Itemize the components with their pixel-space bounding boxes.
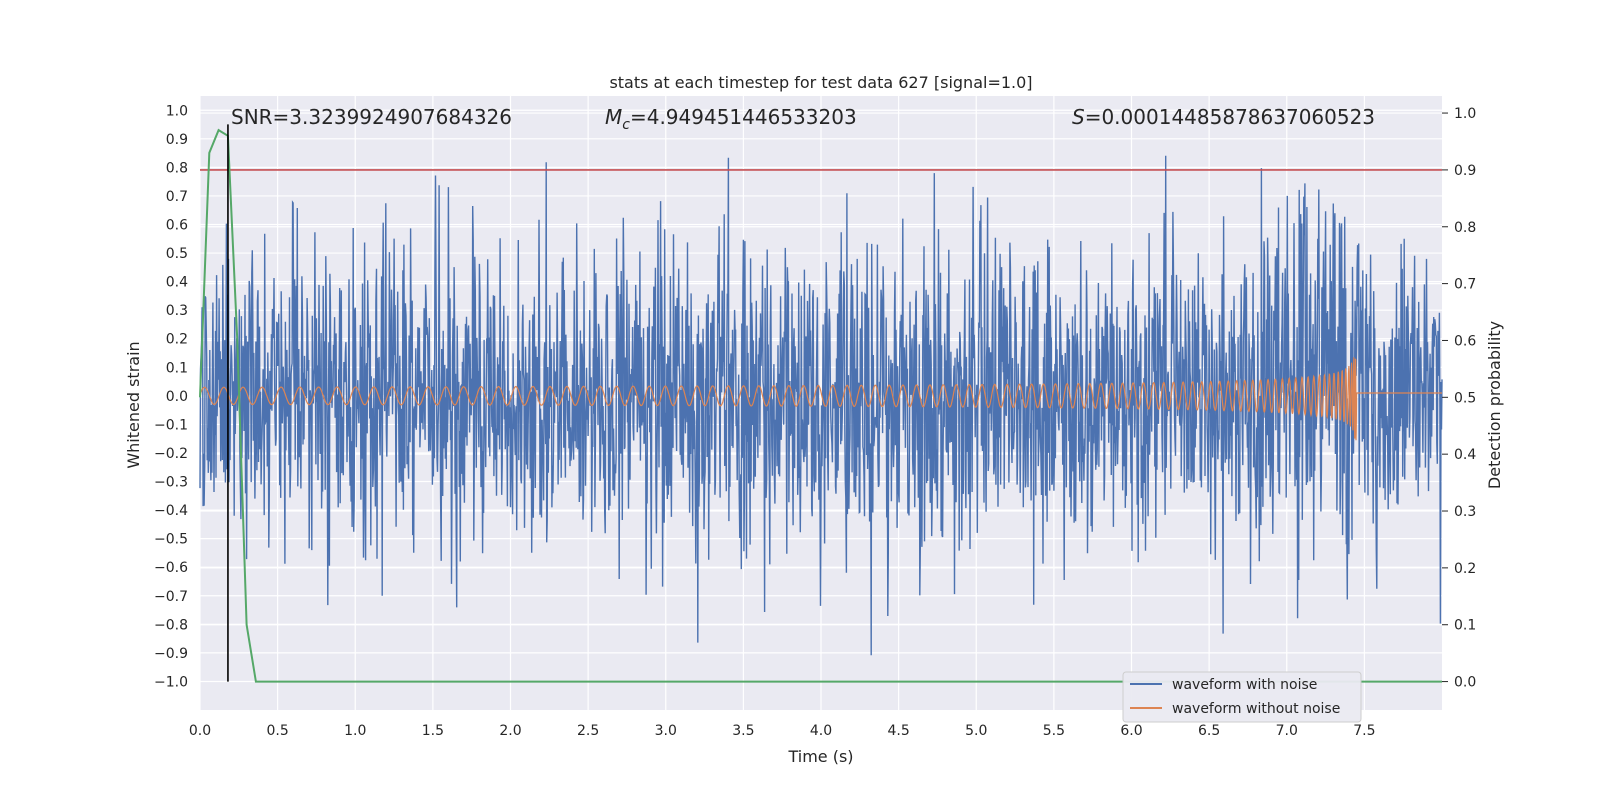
y-axis-right-label: Detection probability bbox=[1485, 321, 1504, 489]
x-tick-label: 3.5 bbox=[732, 723, 754, 739]
x-axis-ticks: 0.0 0.5 1.0 1.5 2.0 2.5 3.0 3.5 4.0 4.5 5.0 5.5 6.0 6… bbox=[189, 723, 1376, 739]
y-tick-label: 0.5 bbox=[166, 246, 188, 262]
y-tick-label: −0.2 bbox=[154, 446, 188, 462]
x-tick-label: 2.5 bbox=[577, 723, 599, 739]
y-tick-label: −0.7 bbox=[154, 589, 188, 605]
x-axis-label: Time (s) bbox=[787, 747, 853, 766]
s-value: =0.00014485878637060523 bbox=[1085, 105, 1375, 129]
y-tick-label: −0.3 bbox=[154, 475, 188, 491]
x-tick-label: 4.5 bbox=[887, 723, 909, 739]
legend-label-clean: waveform without noise bbox=[1172, 701, 1340, 717]
y-tick-label: 0.6 bbox=[166, 218, 188, 234]
series-detection-probability bbox=[199, 128, 1442, 683]
legend-label-noise: waveform with noise bbox=[1172, 677, 1317, 693]
y-right-tick-label: 0.9 bbox=[1454, 163, 1476, 179]
chirp-mass-subscript: c bbox=[622, 117, 630, 133]
x-tick-label: 0.0 bbox=[189, 723, 211, 739]
s-symbol: S bbox=[1072, 105, 1085, 129]
legend: waveform with noise waveform without noi… bbox=[1122, 671, 1362, 723]
y-axis-label: Whitened strain bbox=[124, 341, 143, 468]
chirp-mass-annotation: Mc=4.949451446533203 bbox=[605, 105, 857, 133]
y-right-tick-label: 0.3 bbox=[1454, 504, 1476, 520]
chirp-mass-symbol: M bbox=[605, 105, 622, 129]
x-tick-label: 3.0 bbox=[655, 723, 677, 739]
x-tick-label: 5.5 bbox=[1043, 723, 1065, 739]
y-tick-label: −0.4 bbox=[154, 503, 188, 519]
x-tick-label: 5.0 bbox=[965, 723, 987, 739]
y-tick-label: 0.4 bbox=[166, 275, 188, 291]
snr-annotation: SNR=3.3239924907684326 bbox=[231, 105, 512, 129]
y-right-tick-label: 0.1 bbox=[1454, 618, 1476, 634]
series-waveform-with-noise bbox=[199, 155, 1443, 656]
noise-line bbox=[199, 155, 1443, 656]
y-axis-right-ticks: 1.0 0.9 0.8 0.7 0.6 0.5 0.4 0.3 0.2 0.1 0.0 bbox=[1442, 106, 1476, 691]
y-tick-label: −0.5 bbox=[154, 532, 188, 548]
y-tick-label: −0.6 bbox=[154, 560, 188, 576]
x-tick-label: 7.5 bbox=[1353, 723, 1375, 739]
x-tick-label: 0.5 bbox=[266, 723, 288, 739]
series-waveform-without-noise bbox=[199, 357, 1442, 441]
y-tick-label: 0.2 bbox=[166, 332, 188, 348]
x-tick-label: 1.0 bbox=[344, 723, 366, 739]
y-axis-left-ticks: 1.0 0.9 0.8 0.7 0.6 0.5 0.4 0.3 0.2 0.1 0.0 −0.1 −0.… bbox=[154, 103, 188, 690]
x-tick-label: 2.0 bbox=[499, 723, 521, 739]
y-tick-label: −0.9 bbox=[154, 646, 188, 662]
x-tick-label: 6.0 bbox=[1120, 723, 1142, 739]
x-tick-label: 1.5 bbox=[422, 723, 444, 739]
y-tick-label: −1.0 bbox=[154, 674, 188, 690]
x-tick-label: 6.5 bbox=[1198, 723, 1220, 739]
y-right-tick-label: 0.8 bbox=[1454, 220, 1476, 236]
y-right-tick-label: 1.0 bbox=[1454, 106, 1476, 122]
s-annotation: S=0.00014485878637060523 bbox=[1072, 105, 1375, 129]
y-tick-label: 0.7 bbox=[166, 189, 188, 205]
y-tick-label: 0.3 bbox=[166, 303, 188, 319]
y-tick-label: −0.1 bbox=[154, 417, 188, 433]
y-right-tick-label: 0.4 bbox=[1454, 447, 1476, 463]
y-tick-label: 0.9 bbox=[166, 132, 188, 148]
y-tick-label: 1.0 bbox=[166, 103, 188, 119]
x-tick-label: 7.0 bbox=[1276, 723, 1298, 739]
chirp-line bbox=[199, 357, 1442, 441]
y-right-tick-label: 0.2 bbox=[1454, 561, 1476, 577]
y-tick-label: 0.8 bbox=[166, 160, 188, 176]
y-tick-label: 0.1 bbox=[166, 360, 188, 376]
y-tick-label: 0.0 bbox=[166, 389, 188, 405]
y-right-tick-label: 0.0 bbox=[1454, 675, 1476, 691]
y-right-tick-label: 0.6 bbox=[1454, 333, 1476, 349]
y-right-tick-label: 0.7 bbox=[1454, 277, 1476, 293]
y-tick-label: −0.8 bbox=[154, 617, 188, 633]
legend-box bbox=[1122, 671, 1362, 723]
y-right-tick-label: 0.5 bbox=[1454, 390, 1476, 406]
x-tick-label: 4.0 bbox=[810, 723, 832, 739]
chirp-mass-value: =4.949451446533203 bbox=[630, 105, 857, 129]
chart-title: stats at each timestep for test data 627… bbox=[609, 73, 1032, 92]
